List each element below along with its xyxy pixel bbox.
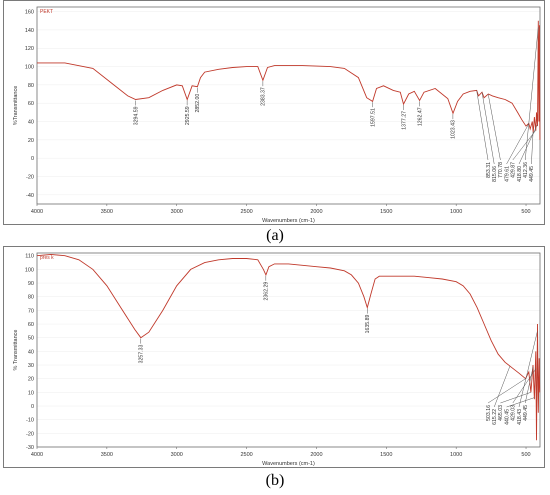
- x-tick-label: 3500: [101, 452, 113, 458]
- y-tick-label: 60: [28, 101, 34, 107]
- subfigure-label-b: (b): [265, 472, 285, 489]
- peak-label: 2852.00: [195, 94, 201, 113]
- peak-leader: [506, 397, 535, 408]
- peak-leader: [487, 378, 526, 404]
- y-tick-label: 120: [25, 46, 34, 52]
- peak-label: 449.45: [523, 405, 529, 421]
- peak-label: 2383.37: [261, 87, 267, 106]
- peak-leader: [476, 90, 489, 161]
- y-tick-label: 60: [28, 322, 34, 328]
- y-tick-label: 80: [28, 83, 34, 89]
- x-tick-label: 4000: [31, 452, 43, 458]
- y-tick-label: 20: [28, 377, 34, 383]
- chart-title: PEKT: [40, 9, 53, 15]
- spectrum-b-plot: -30 -20 -10 0 10 20 30 40 50 60 70 80 90 100 110 4000 35…: [13, 252, 541, 467]
- peak-label: 1377.27: [401, 111, 407, 130]
- peak-label: 853.31: [486, 162, 492, 178]
- y-tick-label: 40: [28, 120, 34, 126]
- peak-label: 418.80: [517, 166, 523, 182]
- spectrum-a-plot: -40 -20 0 20 40 60 80 100 120 140 160 4000 3500 3000 2…: [13, 6, 541, 224]
- y-tick-label: 0: [31, 404, 34, 410]
- peak-label: 440.45: [504, 409, 510, 425]
- peak-label: 770.78: [498, 162, 504, 178]
- y-tick-label: 80: [28, 295, 34, 301]
- y-tick-label: 100: [25, 267, 34, 273]
- peak-label: 3257.33: [139, 345, 145, 364]
- y-tick-label: 90: [28, 281, 34, 287]
- peak-label: 412.36: [523, 162, 529, 178]
- y-tick-label: 140: [25, 28, 34, 34]
- x-axis-label: Wavenumbers (cm-1): [262, 461, 315, 467]
- x-tick-label: 500: [521, 452, 530, 458]
- spectrum-panel-a: -40 -20 0 20 40 60 80 100 120 140 160 4000 3500 3000 2…: [3, 0, 545, 225]
- x-tick-label: 1500: [380, 452, 392, 458]
- y-tick-label: -30: [26, 445, 34, 451]
- spectrum-line: [36, 253, 541, 441]
- peak-label: 1023.43: [451, 120, 457, 139]
- peak-label: 2925.59: [185, 106, 191, 125]
- spectrum-line: [37, 20, 541, 140]
- y-tick-label: 30: [28, 363, 34, 369]
- y-tick-label: -20: [26, 431, 34, 437]
- y-tick-label: 160: [25, 10, 34, 16]
- y-axis-label: %Transmittance: [13, 86, 19, 126]
- plot-frame: [36, 6, 541, 205]
- x-tick-label: 2500: [240, 452, 252, 458]
- y-tick-label: -20: [26, 175, 34, 181]
- x-tick-label: 1500: [380, 209, 392, 215]
- peak-label: 418.43: [517, 409, 523, 425]
- peak-leader: [518, 331, 538, 408]
- peak-label: 3294.59: [133, 106, 139, 125]
- x-tick-label: 2000: [310, 209, 322, 215]
- peak-label: 503.16: [486, 405, 492, 421]
- x-tick-label: 1000: [450, 209, 462, 215]
- y-tick-label: 40: [28, 349, 34, 355]
- x-tick-label: 1000: [450, 452, 462, 458]
- x-tick-label: 3000: [171, 209, 183, 215]
- y-tick-label: 20: [28, 138, 34, 144]
- x-tick-label: 2000: [310, 452, 322, 458]
- y-axis-label: % Transmittance: [13, 330, 19, 371]
- y-tick-label: 100: [25, 65, 34, 71]
- peak-label: 1262.47: [417, 107, 423, 126]
- peak-leader: [524, 27, 539, 161]
- x-tick-label: 4000: [31, 209, 43, 215]
- peak-leader: [531, 131, 534, 165]
- y-tick-label: 50: [28, 336, 34, 342]
- peak-leader: [500, 392, 531, 404]
- x-tick-label: 500: [521, 209, 530, 215]
- peak-label: 2362.29: [264, 282, 270, 301]
- peak-leader: [524, 366, 534, 404]
- peak-label: 429.03: [511, 405, 517, 421]
- y-tick-label: 0: [31, 156, 34, 162]
- peak-leader: [493, 366, 511, 408]
- peak-label: 1635.89: [365, 314, 371, 333]
- spectrum-panel-b: -30 -20 -10 0 10 20 30 40 50 60 70 80 90 100 110 4000 35…: [3, 246, 545, 468]
- peak-label: 615.22: [492, 409, 498, 425]
- peak-label: 479.61: [504, 166, 510, 182]
- peak-label: 815.06: [492, 166, 498, 182]
- peak-label: 465.03: [498, 405, 504, 421]
- y-tick-label: -40: [26, 193, 34, 199]
- peak-label: 449.45: [529, 166, 535, 182]
- y-tick-label: 70: [28, 308, 34, 314]
- chart-title: pres k: [40, 255, 54, 261]
- peak-leader: [487, 94, 501, 161]
- x-tick-label: 3000: [171, 452, 183, 458]
- x-tick-label: 3500: [101, 209, 113, 215]
- peak-leader: [512, 130, 537, 161]
- plot-frame: [36, 252, 541, 448]
- x-tick-label: 2500: [240, 209, 252, 215]
- peak-leader: [518, 124, 538, 165]
- y-tick-label: 10: [28, 390, 34, 396]
- subfigure-label-a: (a): [266, 227, 284, 244]
- peak-leader: [506, 123, 530, 165]
- y-tick-label: 110: [25, 254, 34, 260]
- peak-leader: [481, 92, 495, 165]
- x-axis-label: Wavenumbers (cm-1): [262, 218, 315, 224]
- peak-label: 429.87: [511, 162, 517, 178]
- peak-label: 1597.51: [370, 108, 376, 127]
- y-tick-label: -10: [26, 418, 34, 424]
